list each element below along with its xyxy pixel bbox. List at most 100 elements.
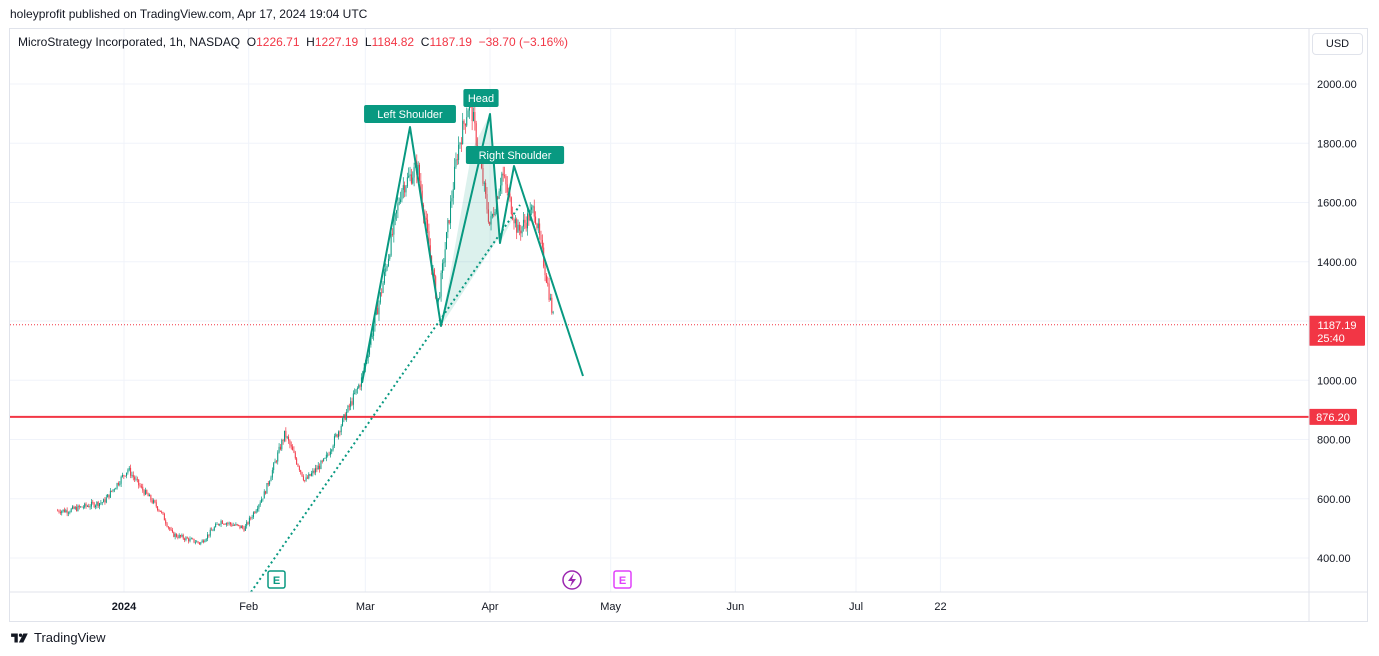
candle-body	[131, 474, 133, 476]
low-value: 1184.82	[371, 35, 415, 49]
candle-body	[76, 507, 78, 511]
x-tick-label: Jun	[726, 601, 744, 613]
candle-body	[100, 502, 102, 504]
currency-button[interactable]: USD	[1312, 33, 1363, 55]
candle-body	[471, 98, 473, 122]
candle-body	[505, 176, 507, 185]
candle-body	[238, 524, 240, 526]
candle-body	[506, 184, 508, 193]
candle-body	[305, 477, 307, 481]
right-shoulder-label-box	[465, 146, 565, 164]
candle-body	[275, 461, 277, 463]
candle-body	[400, 199, 402, 202]
candle-body	[234, 525, 236, 526]
candle-body	[269, 481, 271, 485]
candle-body	[169, 527, 171, 530]
candle-body	[167, 526, 169, 528]
candle-body	[232, 525, 234, 526]
neckline	[250, 204, 521, 593]
candle-body	[93, 502, 95, 508]
candle-body	[485, 182, 487, 195]
candle-body	[310, 473, 312, 476]
x-tick-label: May	[600, 601, 621, 613]
candle-body	[265, 491, 267, 494]
support-line-price-text: 876.20	[1316, 412, 1350, 424]
candle-body	[63, 509, 65, 513]
candle-body	[209, 529, 211, 536]
candle-body	[236, 524, 238, 525]
candle-body	[443, 262, 445, 264]
symbol-title: MicroStrategy Incorporated, 1h, NASDAQ	[18, 35, 241, 49]
candle-body	[244, 526, 246, 531]
left-shoulder-label-box	[364, 105, 456, 123]
high-label: H	[306, 35, 315, 49]
y-tick-label: 800.00	[1317, 435, 1351, 447]
candle-body	[417, 164, 419, 176]
candle-body	[155, 502, 157, 507]
candle-body	[215, 523, 217, 528]
candle-body	[73, 506, 75, 509]
candle-body	[143, 490, 145, 495]
candle-body	[483, 182, 485, 184]
candle-body	[281, 440, 283, 450]
candle-body	[460, 142, 462, 145]
candle-body	[464, 123, 466, 126]
candle-body	[148, 495, 150, 497]
candle-body	[547, 282, 549, 284]
candle-body	[312, 470, 314, 474]
candle-body	[82, 507, 84, 509]
candle-body	[188, 538, 190, 542]
candle-body	[340, 425, 342, 433]
grid	[10, 29, 1309, 592]
candle-body	[78, 505, 80, 508]
candle-body	[166, 523, 168, 527]
candle-body	[354, 393, 356, 394]
pattern-head-fill	[441, 114, 520, 326]
candle-body	[278, 446, 280, 453]
candle-body	[250, 517, 252, 519]
last-price-value: 1187.19	[1318, 320, 1357, 332]
candle-body	[459, 142, 461, 145]
candle-body	[524, 219, 526, 223]
candle-body	[333, 436, 335, 446]
candle-body	[394, 213, 396, 220]
candle-body	[200, 542, 202, 544]
candle-body	[151, 500, 153, 503]
candle-body	[410, 174, 412, 184]
candle-body	[494, 211, 496, 216]
candle-body	[107, 494, 109, 498]
candle-body	[316, 468, 318, 470]
earnings-icon	[267, 570, 286, 589]
candle-body	[289, 440, 291, 445]
candle-body	[248, 517, 250, 524]
right-shoulder-label: Right Shoulder	[479, 150, 552, 162]
candle-body	[526, 213, 528, 229]
candle-body	[196, 541, 198, 543]
x-tick-label: Feb	[239, 601, 258, 613]
candle-body	[204, 540, 206, 543]
candle-body	[138, 479, 140, 486]
axes: 400.00 600.00 800.00 1000.00 1400.00 1600.00 1…	[10, 29, 1368, 622]
candle-body	[521, 226, 523, 234]
candle-body	[491, 214, 493, 217]
candle-body	[369, 344, 371, 355]
candle-body	[171, 529, 173, 533]
tradingview-brand[interactable]: TradingView	[10, 630, 106, 645]
candle-body	[207, 534, 209, 539]
candle-body	[228, 522, 230, 524]
candle-body	[328, 454, 330, 456]
publisher-line: holeyprofit published on TradingView.com…	[10, 7, 368, 21]
last-price-tag	[1309, 315, 1365, 346]
candle-body	[348, 405, 350, 407]
candle-body	[358, 385, 360, 389]
candle-body	[501, 173, 503, 186]
candle-body	[231, 524, 233, 526]
candle-body	[447, 220, 449, 233]
y-tick-label: 1400.00	[1317, 257, 1357, 269]
candle-body	[126, 472, 128, 477]
head-label-box	[463, 89, 499, 107]
y-tick-label: 2000.00	[1317, 79, 1357, 91]
candle-body	[185, 537, 187, 541]
candle-body	[421, 190, 423, 205]
